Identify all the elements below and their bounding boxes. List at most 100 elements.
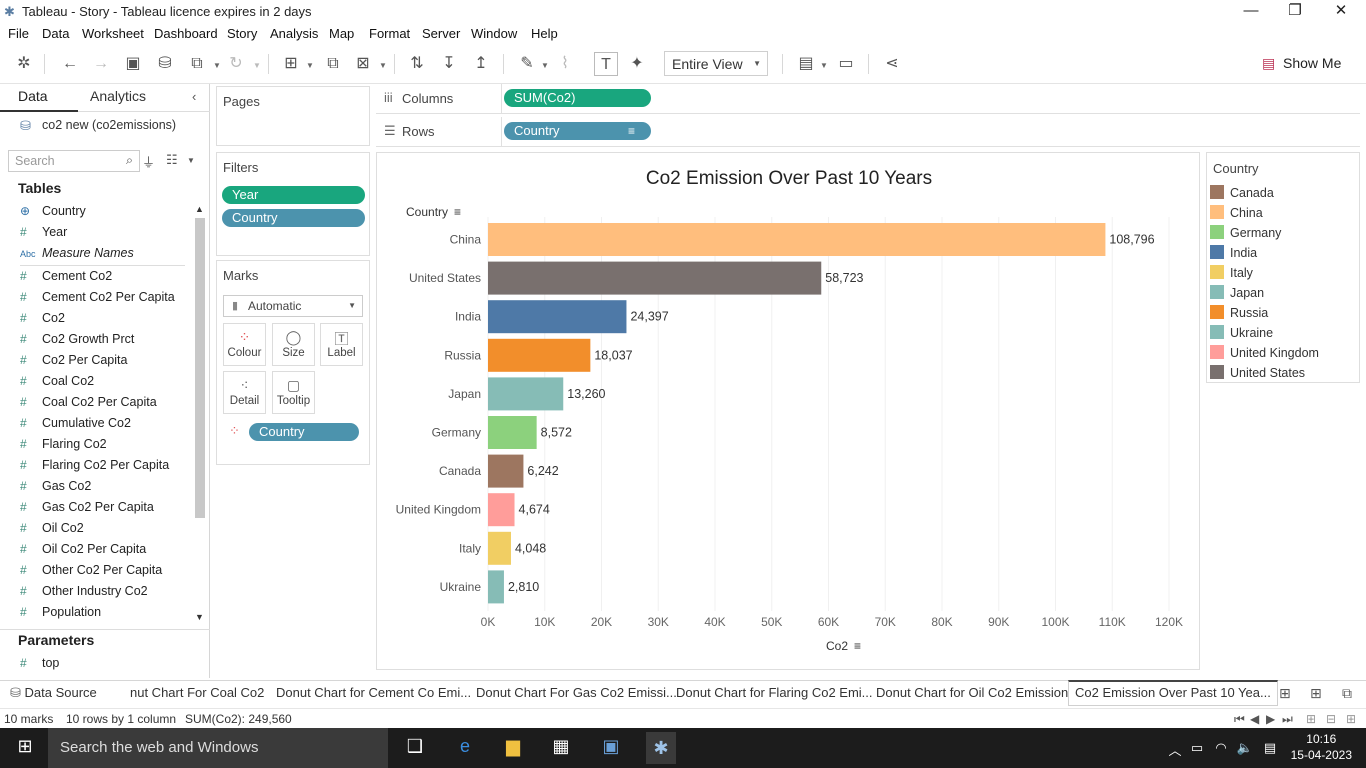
sort-icon[interactable]: ≡: [628, 124, 636, 138]
legend-item-italy[interactable]: Italy: [1210, 265, 1253, 283]
presentation-mode-icon[interactable]: ▭: [838, 55, 854, 72]
last-sheet-icon[interactable]: ⏭: [1282, 712, 1293, 726]
field-other-industry-co2[interactable]: # Other Industry Co2: [20, 584, 148, 605]
chevron-down-icon[interactable]: ▼: [306, 61, 314, 70]
label-button[interactable]: 🅃 Label: [320, 323, 363, 366]
chevron-up-icon[interactable]: ︿: [1168, 743, 1182, 758]
colour-button[interactable]: ⁘ Colour: [223, 323, 266, 366]
chevron-down-icon[interactable]: ▼: [379, 61, 387, 70]
show-tabs-icon[interactable]: ⊟: [1326, 712, 1337, 726]
legend-item-india[interactable]: India: [1210, 245, 1257, 263]
field-flaring-co2[interactable]: # Flaring Co2: [20, 437, 107, 458]
field-cement-co2-per-capita[interactable]: # Cement Co2 Per Capita: [20, 290, 175, 311]
field-cumulative-co2[interactable]: # Cumulative Co2: [20, 416, 131, 437]
wifi-icon[interactable]: ◠: [1215, 740, 1227, 755]
bar[interactable]: [488, 377, 564, 411]
bar[interactable]: [488, 300, 627, 334]
pause-updates-icon[interactable]: ⧉: [191, 55, 203, 72]
chevron-down-icon[interactable]: ▼: [253, 61, 261, 70]
menu-data[interactable]: Data: [42, 26, 70, 41]
mark-type-dropdown[interactable]: ▮ Automatic ▼: [223, 295, 363, 317]
filter-icon[interactable]: ⏚: [142, 155, 156, 170]
sort-descending-icon[interactable]: ↥: [474, 55, 488, 72]
field-co2-per-capita[interactable]: # Co2 Per Capita: [20, 353, 127, 374]
group-members-icon[interactable]: ⌇: [561, 55, 569, 72]
columns-pill-sum-co2[interactable]: SUM(Co2): [504, 89, 651, 107]
next-sheet-icon[interactable]: ▶: [1266, 712, 1276, 726]
taskbar-search[interactable]: Search the web and Windows: [48, 728, 388, 768]
chevron-down-icon[interactable]: ▼: [820, 61, 828, 70]
pages-card[interactable]: Pages: [216, 86, 370, 146]
show-filmstrip-icon[interactable]: ⊞: [1306, 712, 1317, 726]
rows-pill-country[interactable]: Country: [504, 122, 651, 140]
clock[interactable]: 10:16 15-04-2023: [1291, 731, 1352, 763]
scrollbar-thumb[interactable]: [195, 218, 205, 518]
marks-pill-country[interactable]: Country: [249, 423, 359, 441]
scroll-down-icon[interactable]: ▼: [195, 612, 204, 622]
field-year[interactable]: # Year: [20, 225, 67, 246]
field-measure-names[interactable]: Abc Measure Names: [20, 246, 134, 267]
new-data-source-icon[interactable]: ⛁: [158, 55, 172, 72]
legend-item-ukraine[interactable]: Ukraine: [1210, 325, 1273, 343]
pin-axes-icon[interactable]: ✦: [630, 55, 644, 72]
chevron-down-icon[interactable]: ▼: [187, 156, 195, 165]
battery-icon[interactable]: ▭: [1190, 740, 1204, 755]
field-coal-co2[interactable]: # Coal Co2: [20, 374, 94, 395]
duplicate-sheet-icon[interactable]: ⧉: [327, 55, 339, 72]
legend-item-japan[interactable]: Japan: [1210, 285, 1264, 303]
menu-story[interactable]: Story: [227, 26, 258, 41]
undo-icon[interactable]: ←: [62, 55, 78, 72]
bar[interactable]: [488, 531, 511, 565]
legend-item-germany[interactable]: Germany: [1210, 225, 1281, 243]
tab-data-source[interactable]: ⛁ Data Source: [10, 685, 97, 701]
menu-server[interactable]: Server: [422, 26, 461, 41]
field-population[interactable]: # Population: [20, 605, 101, 626]
rows-shelf[interactable]: ☰ Rows Country ≡: [376, 117, 1360, 147]
field-oil-co2-per-capita[interactable]: # Oil Co2 Per Capita: [20, 542, 146, 563]
new-story-icon[interactable]: ⧉: [1342, 685, 1352, 701]
menu-file[interactable]: File: [8, 26, 29, 41]
show-grid-icon[interactable]: ⊞: [1346, 712, 1357, 726]
prev-sheet-icon[interactable]: ◀: [1250, 712, 1260, 726]
store-icon[interactable]: ▦: [552, 736, 570, 756]
tab-co2-emission-10-years[interactable]: Co2 Emission Over Past 10 Yea...: [1068, 680, 1278, 706]
bar[interactable]: [488, 261, 822, 295]
scroll-up-icon[interactable]: ▲: [195, 204, 204, 214]
field-oil-co2[interactable]: # Oil Co2: [20, 521, 84, 542]
sort-ascending-icon[interactable]: ↧: [442, 55, 456, 72]
collapse-pane-icon[interactable]: ‹: [192, 89, 197, 104]
highlight-icon[interactable]: ✎: [520, 55, 534, 72]
swap-rows-columns-icon[interactable]: ⇅: [410, 55, 424, 72]
bar[interactable]: [488, 223, 1106, 256]
file-explorer-icon[interactable]: ▆: [506, 736, 520, 756]
close-button[interactable]: ✕: [1334, 2, 1348, 19]
menu-window[interactable]: Window: [471, 26, 518, 41]
clear-sheet-icon[interactable]: ⊠: [356, 55, 370, 72]
legend-item-united-states[interactable]: United States: [1210, 365, 1305, 383]
chevron-down-icon[interactable]: ▼: [213, 61, 221, 70]
edge-browser-icon[interactable]: e: [459, 736, 470, 756]
field-cement-co2[interactable]: # Cement Co2: [20, 269, 112, 290]
legend-item-russia[interactable]: Russia: [1210, 305, 1268, 323]
menu-dashboard[interactable]: Dashboard: [154, 26, 218, 41]
chevron-down-icon[interactable]: ▼: [541, 61, 549, 70]
tab-coal-co2[interactable]: nut Chart For Coal Co2: [130, 685, 265, 700]
redo-icon[interactable]: →: [93, 55, 109, 72]
field-country[interactable]: ⊕ Country: [20, 204, 86, 225]
tab-oil-co2[interactable]: Donut Chart for Oil Co2 Emission: [876, 685, 1069, 700]
show-mark-labels-icon[interactable]: T: [594, 52, 618, 76]
minimize-button[interactable]: —: [1243, 2, 1259, 19]
bar[interactable]: [488, 570, 504, 604]
app-icon[interactable]: ▣: [602, 736, 620, 756]
tableau-home-icon[interactable]: ✲: [17, 55, 31, 72]
field-gas-co2-per-capita[interactable]: # Gas Co2 Per Capita: [20, 500, 154, 521]
menu-format[interactable]: Format: [369, 26, 411, 41]
fit-dropdown[interactable]: Entire View ▼: [664, 51, 768, 76]
size-button[interactable]: ◯ Size: [272, 323, 315, 366]
view-options-icon[interactable]: ☷: [166, 152, 178, 167]
new-worksheet-icon[interactable]: ⊞: [284, 55, 298, 72]
field-other-co2-per-capita[interactable]: # Other Co2 Per Capita: [20, 563, 162, 584]
field-search-input[interactable]: Search ⌕: [8, 150, 140, 172]
filter-pill-year[interactable]: Year: [222, 186, 365, 204]
show-cards-icon[interactable]: ▤: [798, 55, 814, 72]
